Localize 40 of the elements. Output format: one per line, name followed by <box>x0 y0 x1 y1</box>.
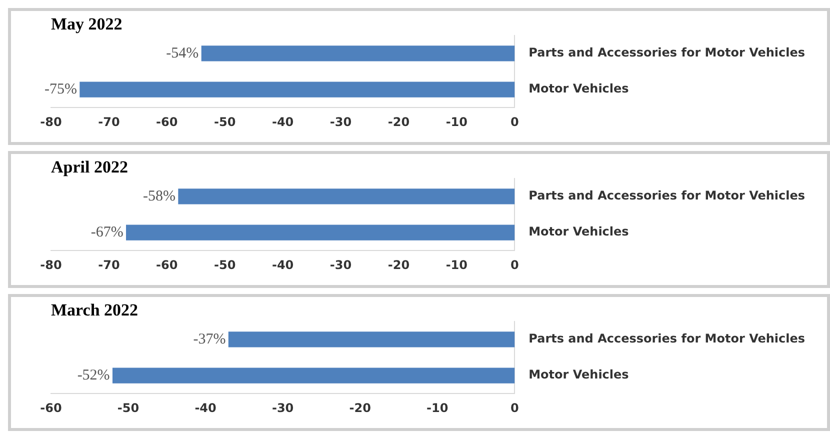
chart-title: May 2022 <box>51 14 122 34</box>
x-tick-label: -80 <box>40 258 62 272</box>
y-tick-label: Motor Vehicles <box>528 82 629 96</box>
data-label: -58% <box>142 188 176 204</box>
chart-title: April 2022 <box>51 158 128 177</box>
x-tick-label: -20 <box>388 258 410 272</box>
x-tick-label: -30 <box>330 258 352 272</box>
x-tick-label: -10 <box>446 114 468 129</box>
x-tick-label: -70 <box>98 114 120 129</box>
x-tick-label: -50 <box>214 114 236 129</box>
x-tick-label: -60 <box>156 258 178 272</box>
data-label: -37% <box>193 331 226 348</box>
x-tick-label: -10 <box>426 400 448 415</box>
x-tick-label: -40 <box>272 258 294 272</box>
data-label: -52% <box>77 367 110 384</box>
x-tick-label: 0 <box>510 400 519 415</box>
data-label: -54% <box>166 45 199 62</box>
x-tick-label: -40 <box>194 400 216 415</box>
y-tick-label: Parts and Accessories for Motor Vehicles <box>528 46 806 60</box>
x-tick-label: -20 <box>349 400 371 415</box>
y-tick-label: Motor Vehicles <box>528 224 629 239</box>
y-tick-label: Motor Vehicles <box>528 368 629 382</box>
x-tick-label: -50 <box>214 258 236 272</box>
data-label: -75% <box>44 81 77 98</box>
x-tick-label: -60 <box>40 400 62 415</box>
x-tick-label: -20 <box>388 114 410 129</box>
chart-title: March 2022 <box>51 300 138 320</box>
x-tick-label: -50 <box>117 400 140 415</box>
y-tick-label: Parts and Accessories for Motor Vehicles <box>528 332 806 346</box>
x-tick-label: 0 <box>510 258 519 272</box>
y-tick-label: Parts and Accessories for Motor Vehicles <box>528 188 806 203</box>
x-tick-label: -70 <box>98 258 120 272</box>
data-label: -67% <box>90 224 124 240</box>
x-tick-label: -30 <box>272 400 294 415</box>
x-tick-label: -40 <box>272 114 294 129</box>
x-tick-label: -80 <box>40 114 62 129</box>
x-tick-label: -30 <box>330 114 352 129</box>
x-tick-label: -60 <box>156 114 178 129</box>
x-tick-label: -10 <box>446 258 468 272</box>
x-tick-label: 0 <box>510 114 519 129</box>
